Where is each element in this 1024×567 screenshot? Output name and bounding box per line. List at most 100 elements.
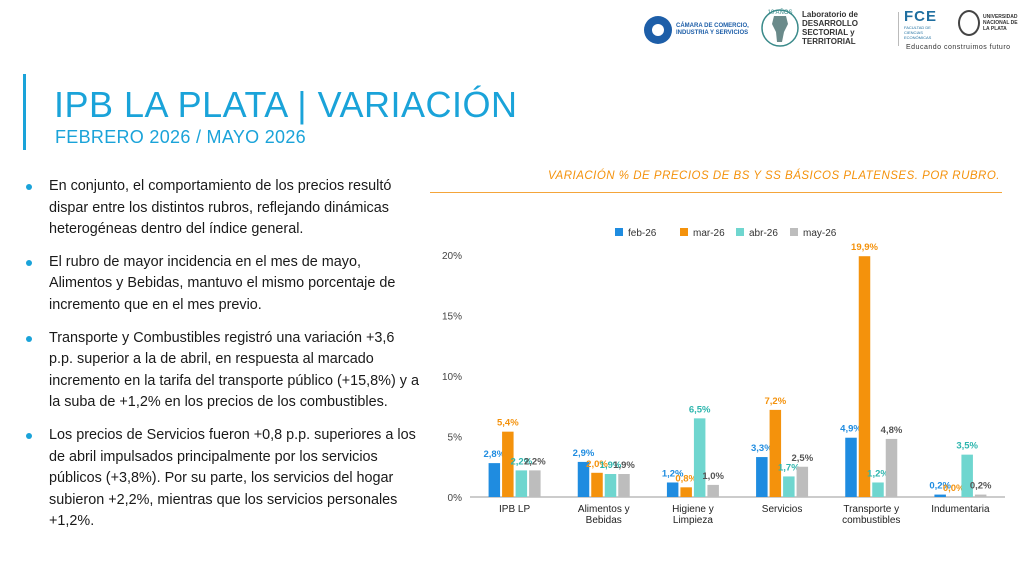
data-label: 6,5% <box>689 404 711 415</box>
ccis-logo-text: CÁMARA DE COMERCIO, INDUSTRIA Y SERVICIO… <box>676 23 749 36</box>
bar-may-26 <box>974 494 987 497</box>
data-label: 3,5% <box>956 441 978 452</box>
bullet-text: Los precios de Servicios fueron +0,8 p.p… <box>49 426 416 530</box>
bar-may-26 <box>618 474 630 497</box>
logo-divider <box>898 12 899 46</box>
page-title: IPB LA PLATA | VARIACIÓN <box>54 84 518 125</box>
bar-may-26 <box>707 484 719 497</box>
lab-logo-text: Laboratorio de DESARROLLO SECTORIAL y TE… <box>802 10 859 46</box>
data-label: 2,0% <box>586 459 608 470</box>
data-label: 1,0% <box>702 471 724 482</box>
bullet-dot-icon <box>26 259 32 266</box>
lab-badge: 10 AÑOS <box>767 9 792 16</box>
x-tick-label-line: IPB LP <box>499 504 530 515</box>
bar-feb-26 <box>488 463 501 497</box>
fce-logo: FCE FACULTAD DE CIENCIAS ECONÓMICAS <box>904 8 948 40</box>
y-tick-label: 20% <box>442 251 462 262</box>
legend-label: mar-26 <box>693 228 725 239</box>
data-label: 19,9% <box>851 242 878 253</box>
y-tick-label: 10% <box>442 372 462 383</box>
bar-chart: 0%5%10%15%20%2,8%5,4%2,2%2,2%IPB LP2,9%2… <box>442 228 1005 526</box>
data-label: 2,8% <box>484 449 506 460</box>
x-tick-label: Servicios <box>762 504 803 515</box>
chart-title: VARIACIÓN % DE PRECIOS DE BS Y SS BÁSICO… <box>547 170 1000 182</box>
legend-label: abr-26 <box>749 228 778 239</box>
x-tick-label: Higiene y Limpieza <box>672 504 714 526</box>
bar-feb-26 <box>934 494 946 497</box>
bar-mar-26 <box>769 409 782 497</box>
data-label: 1,7% <box>778 462 800 473</box>
data-label: 0,2% <box>970 481 992 492</box>
data-label: 4,9% <box>840 424 862 435</box>
legend-swatch-abr-26 <box>736 228 744 236</box>
bullet-list: En conjunto, el comportamiento de los pr… <box>26 176 422 544</box>
x-tick-label-line: Indumentaria <box>931 504 990 515</box>
data-label: 0,0% <box>943 483 965 494</box>
x-tick-label-line: combustibles <box>842 515 900 526</box>
y-tick-label: 15% <box>442 312 462 323</box>
x-tick-label: Transporte y combustibles <box>842 504 900 526</box>
data-label: 4,8% <box>881 425 903 436</box>
data-label: 1,9% <box>600 460 622 471</box>
bullet-text: El rubro de mayor incidencia en el mes d… <box>49 253 396 313</box>
legend-label: feb-26 <box>628 228 657 239</box>
data-label: 2,5% <box>792 453 814 464</box>
bar-abr-26 <box>961 454 973 497</box>
fce-logo-text: FCE <box>904 8 937 25</box>
bullet-dot-icon <box>26 432 32 439</box>
x-tick-label-line: Bebidas <box>586 515 622 526</box>
bar-abr-26 <box>604 474 617 497</box>
data-label: 2,9% <box>573 448 595 459</box>
unlp-logo-text: UNIVERSIDAD NACIONAL DE LA PLATA <box>983 14 1018 32</box>
bullet-text: En conjunto, el comportamiento de los pr… <box>49 178 392 238</box>
bullet-dot-icon <box>26 184 32 190</box>
bar-abr-26 <box>693 418 706 497</box>
tagline: Educando construimos futuro <box>906 44 1011 51</box>
y-tick-label: 0% <box>448 493 463 504</box>
x-tick-label: Indumentaria <box>931 504 990 515</box>
data-label: 7,2% <box>765 396 787 407</box>
bar-may-26 <box>529 470 541 497</box>
bar-mar-26 <box>502 431 514 497</box>
legend-swatch-mar-26 <box>680 228 688 236</box>
bar-mar-26 <box>858 256 871 497</box>
bar-feb-26 <box>756 457 768 497</box>
x-tick-label-line: Transporte y <box>843 504 899 515</box>
legend-swatch-feb-26 <box>615 228 623 236</box>
bar-mar-26 <box>591 472 603 497</box>
data-label: 0,8% <box>675 473 697 484</box>
bar-abr-26 <box>872 482 884 497</box>
bar-may-26 <box>885 438 898 497</box>
data-label: 2,2% <box>511 456 533 467</box>
bar-abr-26 <box>515 470 528 497</box>
unlp-crest-icon <box>958 10 980 36</box>
data-label: 1,9% <box>613 460 635 471</box>
bar-mar-26 <box>680 487 692 497</box>
chart-title-rule <box>430 192 1002 193</box>
bar-feb-26 <box>577 461 590 497</box>
legend-label: may-26 <box>803 228 837 239</box>
x-tick-label-line: Servicios <box>762 504 803 515</box>
bullet-dot-icon <box>26 335 32 342</box>
ccis-mark-icon <box>644 16 672 44</box>
bar-feb-26 <box>845 437 857 497</box>
title-accent-bar <box>23 74 26 150</box>
bar-feb-26 <box>666 482 679 497</box>
bullet-text: Transporte y Combustibles registró una v… <box>49 329 419 411</box>
ccis-logo: CÁMARA DE COMERCIO, INDUSTRIA Y SERVICIO… <box>644 16 754 44</box>
x-tick-label: Alimentos y Bebidas <box>578 504 630 526</box>
legend-swatch-may-26 <box>790 228 798 236</box>
x-tick-label: IPB LP <box>499 504 530 515</box>
bullet-item: El rubro de mayor incidencia en el mes d… <box>26 252 422 317</box>
bullet-item: Transporte y Combustibles registró una v… <box>26 328 422 414</box>
x-tick-label-line: Higiene y <box>672 504 714 515</box>
fce-logo-subtext: FACULTAD DE CIENCIAS ECONÓMICAS <box>904 25 932 40</box>
unlp-logo: UNIVERSIDAD NACIONAL DE LA PLATA <box>958 10 1024 36</box>
data-label: 0,2% <box>929 481 951 492</box>
x-tick-label-line: Alimentos y <box>578 504 630 515</box>
data-label: 1,2% <box>662 468 684 479</box>
bar-abr-26 <box>783 476 795 497</box>
page-subtitle: FEBRERO 2026 / MAYO 2026 <box>55 127 306 147</box>
bullet-item: Los precios de Servicios fueron +0,8 p.p… <box>26 425 422 533</box>
data-label: 1,2% <box>867 468 889 479</box>
